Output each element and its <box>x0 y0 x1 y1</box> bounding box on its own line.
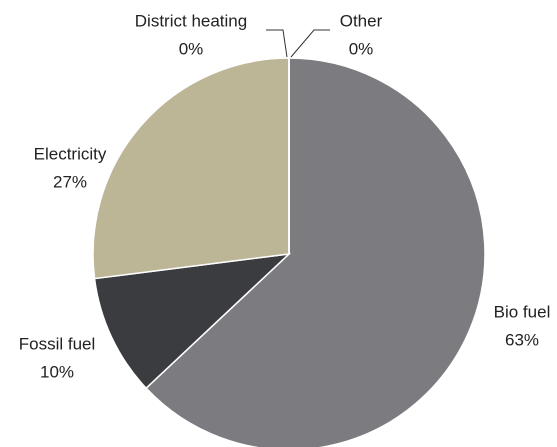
slice-value-label: 27% <box>53 172 87 191</box>
slice-label: Bio fuel <box>494 302 551 321</box>
slice-value-label: 0% <box>179 39 204 58</box>
pie-slice <box>92 57 290 280</box>
leader-line <box>290 29 330 58</box>
pie-slice <box>93 252 292 390</box>
slice-value-label: 63% <box>505 330 539 349</box>
slice-value-label: 10% <box>40 362 74 381</box>
slice-label: Electricity <box>34 144 107 163</box>
slice-value-label: 0% <box>349 39 374 58</box>
leader-line <box>266 29 288 58</box>
slice-label: Fossil fuel <box>19 334 96 353</box>
slice-label: District heating <box>135 11 247 30</box>
pie-slice <box>145 57 486 447</box>
slice-label: Other <box>340 11 383 30</box>
